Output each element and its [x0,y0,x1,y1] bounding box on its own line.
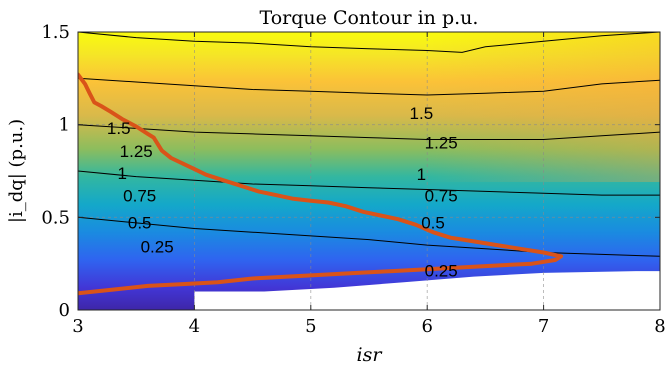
x-tick-label: 8 [654,316,665,337]
contour-line-0.25 [78,216,660,257]
contour-line-0.75 [78,124,660,140]
y-tick-label: 1.5 [41,22,70,43]
contour-line-1 [78,77,660,96]
contour-label: 0.75 [425,186,458,205]
contour-label: 1.5 [410,104,434,123]
chart-title: Torque Contour in p.u. [260,7,479,29]
x-axis-label: isr [357,344,384,366]
contour-line-1.5 [78,0,660,6]
y-tick-label: 0 [59,300,70,321]
contour-label: 1 [417,165,426,184]
x-tick-label: 6 [421,316,432,337]
contour-line-0.5 [78,170,660,196]
series-curve [78,72,564,296]
x-tick-label: 7 [538,316,549,337]
x-tick-label: 4 [189,316,200,337]
contour-label: 1.25 [425,134,458,153]
contour-label: 1.5 [107,119,131,138]
x-tick-label: 5 [305,316,316,337]
y-axis-label: |i_dq| (p.u.) [6,119,27,223]
contour-label: 1.25 [120,142,153,161]
x-tick-label: 3 [72,316,83,337]
contour-label: 0.75 [123,186,156,205]
contour-label: 0.5 [128,213,152,232]
contour-line-1.25 [78,32,660,53]
contour-label: 0.5 [421,213,445,232]
contour-label: 0.25 [141,237,174,256]
axis-ticks: 3 4 5 6 7 8 0 0.5 1 1.5 [41,22,665,337]
plot-frame [77,31,661,311]
contour-label: 1 [117,164,126,183]
y-tick-label: 0.5 [41,207,70,228]
contour-labels: 0.25 0.5 0.75 1 1.25 1.5 0.25 0.5 0.75 1 1.25 1.5 [107,104,458,281]
colormap-warm-overlay [78,32,660,182]
contour-label: 0.25 [425,261,458,280]
contour-lines [78,0,660,257]
y-tick-label: 1 [59,115,70,136]
